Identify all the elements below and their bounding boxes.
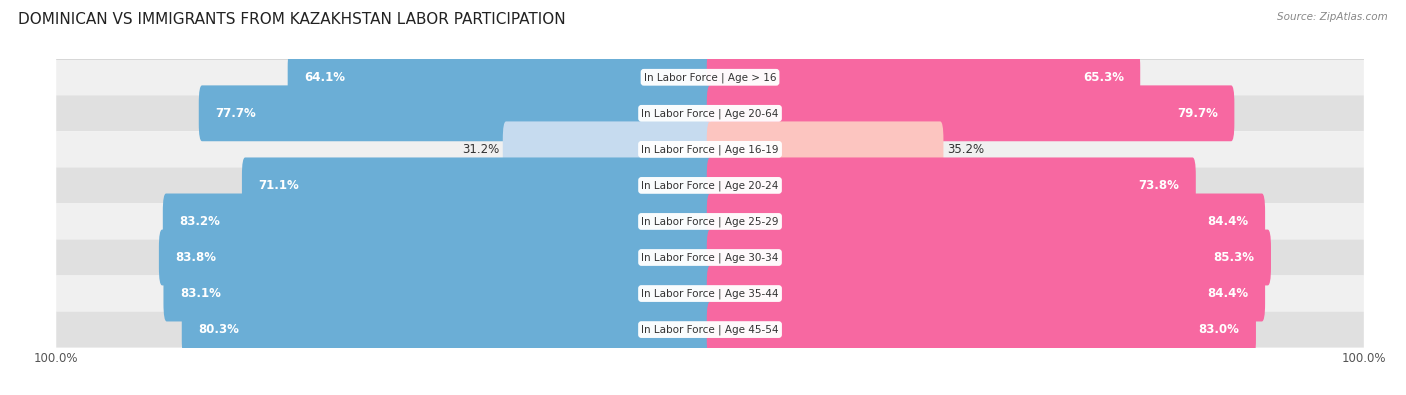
FancyBboxPatch shape [242,158,713,213]
Text: In Labor Force | Age > 16: In Labor Force | Age > 16 [644,72,776,83]
Text: 64.1%: 64.1% [304,71,344,84]
FancyBboxPatch shape [288,49,713,105]
Text: 85.3%: 85.3% [1213,251,1254,264]
Text: 84.4%: 84.4% [1208,215,1249,228]
Text: In Labor Force | Age 16-19: In Labor Force | Age 16-19 [641,144,779,154]
Text: 83.0%: 83.0% [1199,323,1240,336]
FancyBboxPatch shape [56,59,1364,95]
FancyBboxPatch shape [56,203,1364,239]
FancyBboxPatch shape [159,229,713,286]
FancyBboxPatch shape [707,49,1140,105]
Text: 77.7%: 77.7% [215,107,256,120]
Text: 73.8%: 73.8% [1139,179,1180,192]
Text: 80.3%: 80.3% [198,323,239,336]
FancyBboxPatch shape [163,194,713,249]
Text: 79.7%: 79.7% [1177,107,1218,120]
FancyBboxPatch shape [503,121,713,177]
Text: In Labor Force | Age 20-24: In Labor Force | Age 20-24 [641,180,779,191]
FancyBboxPatch shape [56,95,1364,132]
Text: 83.1%: 83.1% [180,287,221,300]
FancyBboxPatch shape [707,194,1265,249]
Text: In Labor Force | Age 25-29: In Labor Force | Age 25-29 [641,216,779,227]
Text: DOMINICAN VS IMMIGRANTS FROM KAZAKHSTAN LABOR PARTICIPATION: DOMINICAN VS IMMIGRANTS FROM KAZAKHSTAN … [18,12,565,27]
FancyBboxPatch shape [198,85,713,141]
Text: 71.1%: 71.1% [259,179,299,192]
Text: In Labor Force | Age 35-44: In Labor Force | Age 35-44 [641,288,779,299]
Text: 84.4%: 84.4% [1208,287,1249,300]
Text: Source: ZipAtlas.com: Source: ZipAtlas.com [1277,12,1388,22]
Text: 35.2%: 35.2% [946,143,984,156]
Text: 83.2%: 83.2% [179,215,219,228]
FancyBboxPatch shape [707,302,1256,357]
FancyBboxPatch shape [163,265,713,322]
Text: 83.8%: 83.8% [176,251,217,264]
FancyBboxPatch shape [707,229,1271,286]
Text: 65.3%: 65.3% [1083,71,1123,84]
Text: In Labor Force | Age 45-54: In Labor Force | Age 45-54 [641,324,779,335]
FancyBboxPatch shape [707,158,1195,213]
Text: In Labor Force | Age 20-64: In Labor Force | Age 20-64 [641,108,779,118]
Text: In Labor Force | Age 30-34: In Labor Force | Age 30-34 [641,252,779,263]
FancyBboxPatch shape [707,85,1234,141]
FancyBboxPatch shape [56,276,1364,312]
FancyBboxPatch shape [707,265,1265,322]
FancyBboxPatch shape [56,132,1364,167]
FancyBboxPatch shape [56,312,1364,348]
Text: 31.2%: 31.2% [463,143,499,156]
FancyBboxPatch shape [56,239,1364,276]
FancyBboxPatch shape [707,121,943,177]
FancyBboxPatch shape [56,167,1364,203]
FancyBboxPatch shape [181,302,713,357]
